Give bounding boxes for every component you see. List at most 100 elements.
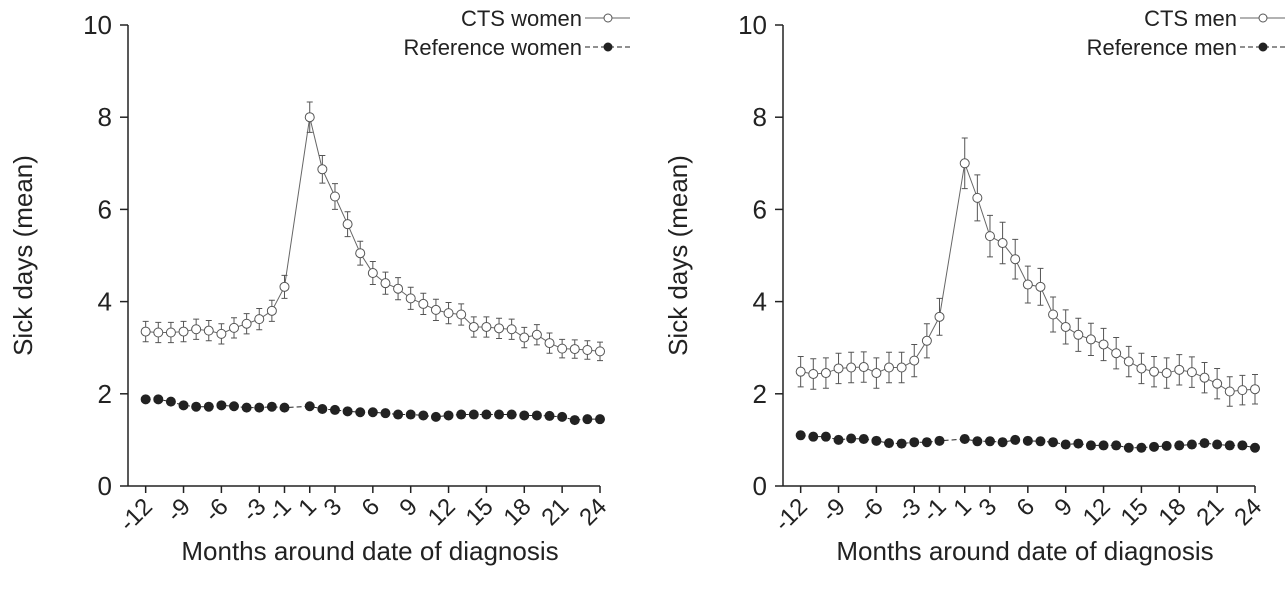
marker [871,435,882,446]
marker [1098,440,1109,451]
marker [1161,368,1172,379]
marker [254,314,265,325]
y-tick-label: 0 [98,471,112,501]
marker [468,321,479,332]
marker [569,344,580,355]
x-axis-label: Months around date of diagnosis [836,536,1213,566]
marker [443,410,454,421]
marker [494,409,505,420]
marker [544,338,555,349]
marker [1085,334,1096,345]
y-axis-label: Sick days (mean) [663,155,693,356]
marker [140,326,151,337]
marker [418,410,429,421]
marker [317,164,328,175]
marker [1010,254,1021,265]
marker [380,408,391,419]
x-tick-label: -6 [854,493,888,527]
marker [367,268,378,279]
marker [921,335,932,346]
marker [229,401,240,412]
marker [846,433,857,444]
x-tick-label: 21 [1191,493,1229,531]
x-tick-label: -12 [114,493,158,537]
x-tick-label: 9 [394,493,423,522]
marker [506,324,517,335]
marker [178,326,189,337]
legend-label: Reference women [403,35,582,60]
marker [984,436,995,447]
marker [456,309,467,320]
marker [329,404,340,415]
marker [1186,367,1197,378]
marker [858,433,869,444]
x-tick-label: 12 [423,493,461,531]
marker [1174,440,1185,451]
marker [833,434,844,445]
marker [896,438,907,449]
y-tick-label: 4 [98,287,112,317]
marker [1048,309,1059,320]
x-tick-label: 18 [1154,493,1192,531]
marker [1212,378,1223,389]
marker [355,248,366,259]
marker [997,238,1008,249]
marker [1035,281,1046,292]
marker [1186,439,1197,450]
series-line [145,117,601,352]
marker [178,400,189,411]
marker [1136,363,1147,374]
marker [494,323,505,334]
marker [342,406,353,417]
x-tick-label: -1 [263,493,297,527]
marker [153,327,164,338]
marker [153,394,164,405]
marker [1060,321,1071,332]
legend-label: CTS men [1144,6,1237,31]
marker [909,355,920,366]
marker [229,322,240,333]
x-tick-label: 3 [974,493,1003,522]
marker [203,325,214,336]
y-tick-label: 6 [753,194,767,224]
marker [329,191,340,202]
marker [418,298,429,309]
marker [279,281,290,292]
legend-marker [1258,13,1268,23]
marker [254,402,265,413]
marker [191,401,202,412]
x-tick-label: 1 [293,493,322,522]
marker [456,409,467,420]
marker [808,431,819,442]
marker [997,437,1008,448]
marker [1022,435,1033,446]
marker [934,311,945,322]
marker [884,362,895,373]
marker [1073,329,1084,340]
x-tick-label: -6 [199,493,233,527]
x-tick-label: -9 [162,493,196,527]
marker [506,409,517,420]
x-tick-label: 6 [1012,493,1041,522]
x-axis-label: Months around date of diagnosis [181,536,558,566]
marker [519,410,530,421]
marker [165,396,176,407]
marker [934,435,945,446]
y-tick-label: 10 [83,10,112,40]
marker [1010,434,1021,445]
y-tick-label: 2 [98,379,112,409]
marker [972,192,983,203]
marker [241,318,252,329]
legend-label: Reference men [1087,35,1237,60]
marker [266,401,277,412]
marker [191,324,202,335]
marker [1098,339,1109,350]
marker [266,305,277,316]
marker [972,436,983,447]
marker [203,401,214,412]
marker [367,407,378,418]
marker [984,231,995,242]
